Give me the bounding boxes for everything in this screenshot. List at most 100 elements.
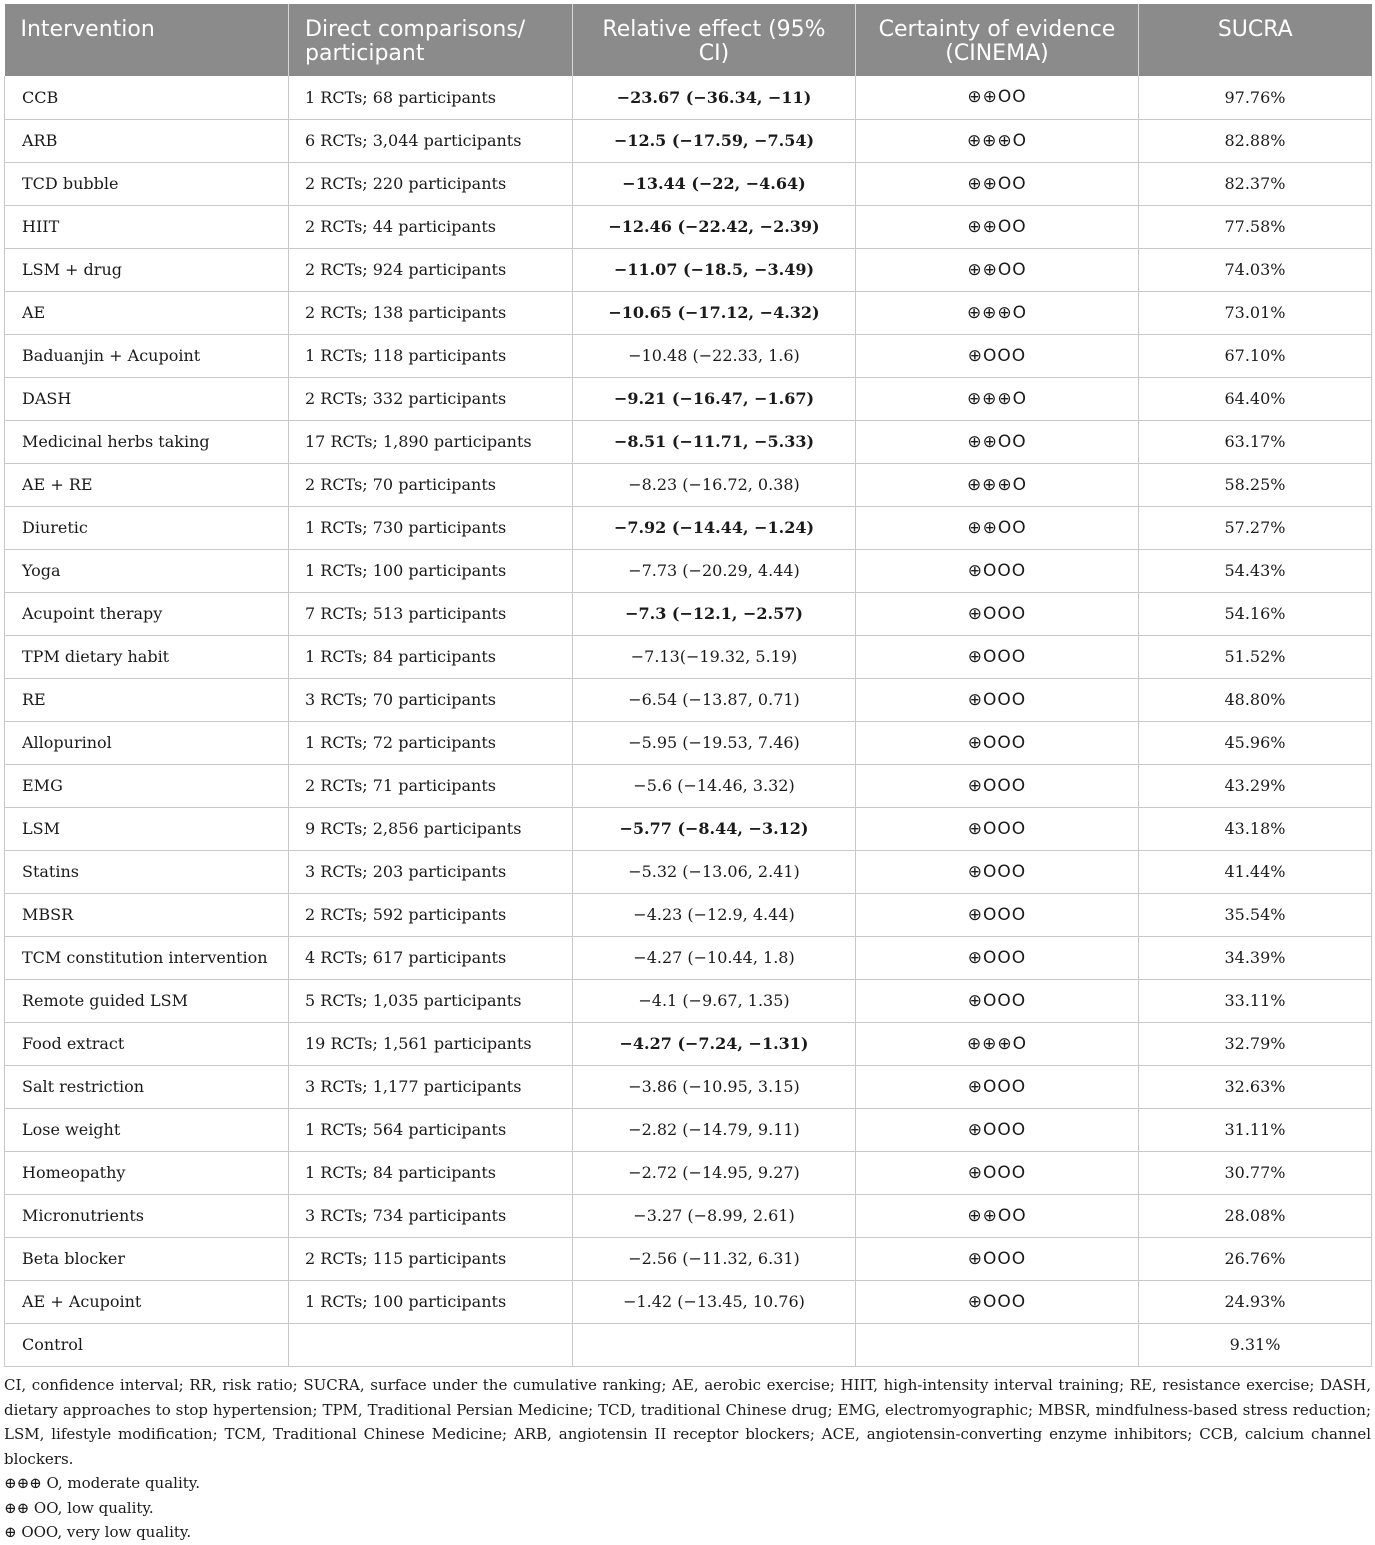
cell-relative-effect: −5.95 (−19.53, 7.46) [572, 720, 856, 765]
cell-certainty-text: ⊕⊕OO [967, 431, 1027, 452]
cell-direct-comparisons-text: 1 RCTs; 72 participants [305, 733, 496, 752]
cell-sucra: 43.18% [1138, 806, 1372, 851]
cell-sucra-text: 43.29% [1224, 776, 1286, 795]
cell-direct-comparisons-text: 17 RCTs; 1,890 participants [305, 432, 532, 451]
cell-certainty-text: ⊕OOO [967, 345, 1027, 366]
cell-certainty-text: ⊕⊕OO [967, 216, 1027, 237]
cell-certainty: ⊕OOO [855, 548, 1139, 593]
cell-intervention: Remote guided LSM [4, 978, 289, 1023]
cell-sucra-text: 43.18% [1224, 819, 1286, 838]
header-relative-effect: Relative effect (95% CI) [572, 4, 856, 76]
cell-intervention: Statins [4, 849, 289, 894]
cell-sucra-text: 26.76% [1224, 1249, 1286, 1268]
cell-sucra-text: 31.11% [1224, 1120, 1286, 1139]
table-row: AE + RE 2 RCTs; 70 participants −8.23 (−16… [4, 462, 1372, 507]
table-row: Diuretic 1 RCTs; 730 participants −7.92 (−… [4, 505, 1372, 550]
cell-relative-effect: −9.21 (−16.47, −1.67) [572, 376, 856, 421]
cell-certainty: ⊕⊕⊕O [855, 376, 1139, 421]
cell-direct-comparisons: 1 RCTs; 72 participants [288, 720, 573, 765]
header-certainty: Certainty of evidence (CINEMA) [855, 4, 1139, 76]
cell-intervention-text: LSM + drug [22, 260, 122, 279]
cell-intervention: Acupoint therapy [4, 591, 289, 636]
cell-relative-effect-text: −2.72 (−14.95, 9.27) [628, 1163, 800, 1182]
cell-certainty-text: ⊕OOO [967, 1076, 1027, 1097]
cell-direct-comparisons-text: 2 RCTs; 115 participants [305, 1249, 507, 1268]
cell-direct-comparisons: 6 RCTs; 3,044 participants [288, 118, 573, 163]
cell-sucra: 32.79% [1138, 1021, 1372, 1066]
cell-relative-effect-text: −10.65 (−17.12, −4.32) [608, 303, 820, 322]
cell-direct-comparisons: 19 RCTs; 1,561 participants [288, 1021, 573, 1066]
cell-sucra-text: 54.16% [1224, 604, 1286, 623]
cell-intervention-text: TCM constitution intervention [22, 948, 268, 967]
cell-sucra-text: 45.96% [1224, 733, 1286, 752]
cell-certainty-text: ⊕OOO [967, 947, 1027, 968]
table-row: AE + Acupoint 1 RCTs; 100 participants −1.… [4, 1279, 1372, 1324]
cell-certainty: ⊕OOO [855, 1236, 1139, 1281]
cell-relative-effect-text: −8.51 (−11.71, −5.33) [613, 432, 815, 451]
cell-direct-comparisons: 2 RCTs; 924 participants [288, 247, 573, 292]
cell-intervention: LSM + drug [4, 247, 289, 292]
cell-sucra-text: 33.11% [1224, 991, 1286, 1010]
table-row: MBSR 2 RCTs; 592 participants −4.23 (−12.9… [4, 892, 1372, 937]
cell-relative-effect: −6.54 (−13.87, 0.71) [572, 677, 856, 722]
cell-certainty-text: ⊕OOO [967, 646, 1027, 667]
cell-sucra-text: 41.44% [1224, 862, 1286, 881]
cell-direct-comparisons-text: 1 RCTs; 118 participants [305, 346, 507, 365]
cell-direct-comparisons: 5 RCTs; 1,035 participants [288, 978, 573, 1023]
footnote-very-low-quality: ⊕ OOO, very low quality. [4, 1523, 192, 1541]
cell-relative-effect: −5.77 (−8.44, −3.12) [572, 806, 856, 851]
table-row: Medicinal herbs taking 17 RCTs; 1,890 par… [4, 419, 1372, 464]
cell-intervention-text: CCB [22, 87, 59, 107]
cell-certainty: ⊕OOO [855, 806, 1139, 851]
results-table: Intervention Direct comparisons/ partici… [4, 4, 1372, 1367]
cell-certainty: ⊕OOO [855, 1279, 1139, 1324]
cell-certainty-text: ⊕⊕⊕O [966, 302, 1028, 323]
cell-certainty-text: ⊕⊕OO [967, 173, 1027, 194]
cell-relative-effect: −1.42 (−13.45, 10.76) [572, 1279, 856, 1324]
cell-sucra: 24.93% [1138, 1279, 1372, 1324]
cell-relative-effect: −8.23 (−16.72, 0.38) [572, 462, 856, 507]
cell-direct-comparisons: 9 RCTs; 2,856 participants [288, 806, 573, 851]
cell-certainty-text: ⊕OOO [967, 603, 1027, 624]
cell-certainty: ⊕⊕⊕O [855, 290, 1139, 335]
table-row: AE 2 RCTs; 138 participants −10.65 (−17.12… [4, 290, 1372, 335]
cell-direct-comparisons: 1 RCTs; 84 participants [288, 1150, 573, 1195]
cell-relative-effect: −12.5 (−17.59, −7.54) [572, 118, 856, 163]
cell-certainty: ⊕OOO [855, 1064, 1139, 1109]
cell-relative-effect-text: −7.73 (−20.29, 4.44) [628, 561, 800, 580]
cell-intervention: Allopurinol [4, 720, 289, 765]
cell-intervention-text: Statins [22, 862, 79, 881]
cell-sucra-text: 24.93% [1224, 1292, 1286, 1311]
header-direct-comparisons: Direct comparisons/ participant [288, 4, 573, 76]
cell-direct-comparisons: 1 RCTs; 564 participants [288, 1107, 573, 1152]
table-row: Food extract 19 RCTs; 1,561 participants −… [4, 1021, 1372, 1066]
cell-certainty-text: ⊕⊕⊕O [966, 1033, 1028, 1054]
cell-intervention-text: AE + Acupoint [22, 1292, 142, 1311]
cell-sucra-text: 48.80% [1224, 690, 1286, 709]
cell-relative-effect-text: −7.13(−19.32, 5.19) [630, 647, 798, 666]
cell-intervention: Lose weight [4, 1107, 289, 1152]
cell-certainty-text: ⊕OOO [967, 1162, 1027, 1183]
cell-intervention: Control [4, 1322, 289, 1367]
cell-relative-effect: −7.13(−19.32, 5.19) [572, 634, 856, 679]
cell-sucra: 73.01% [1138, 290, 1372, 335]
cell-sucra: 77.58% [1138, 204, 1372, 249]
table-row: Beta blocker 2 RCTs; 115 participants −2.5… [4, 1236, 1372, 1281]
table-row: RE 3 RCTs; 70 participants −6.54 (−13.87, … [4, 677, 1372, 722]
cell-direct-comparisons-text: 2 RCTs; 71 participants [305, 776, 496, 795]
cell-direct-comparisons: 2 RCTs; 592 participants [288, 892, 573, 937]
cell-relative-effect: −4.27 (−7.24, −1.31) [572, 1021, 856, 1066]
cell-direct-comparisons-text: 1 RCTs; 100 participants [305, 561, 507, 580]
cell-intervention-text: Baduanjin + Acupoint [22, 346, 201, 365]
cell-direct-comparisons-text: 3 RCTs; 203 participants [305, 862, 507, 881]
cell-certainty: ⊕⊕⊕O [855, 118, 1139, 163]
cell-relative-effect: −7.73 (−20.29, 4.44) [572, 548, 856, 593]
cell-direct-comparisons-text: 2 RCTs; 138 participants [305, 303, 507, 322]
footnote-low-quality: ⊕⊕ OO, low quality. [4, 1498, 154, 1517]
cell-direct-comparisons-text: 1 RCTs; 84 participants [305, 647, 496, 666]
cell-relative-effect: −10.65 (−17.12, −4.32) [572, 290, 856, 335]
cell-direct-comparisons-text: 2 RCTs; 592 participants [305, 905, 507, 924]
cell-relative-effect-text: −5.77 (−8.44, −3.12) [619, 819, 809, 838]
cell-direct-comparisons-text: 3 RCTs; 734 participants [305, 1206, 507, 1225]
cell-intervention: Beta blocker [4, 1236, 289, 1281]
